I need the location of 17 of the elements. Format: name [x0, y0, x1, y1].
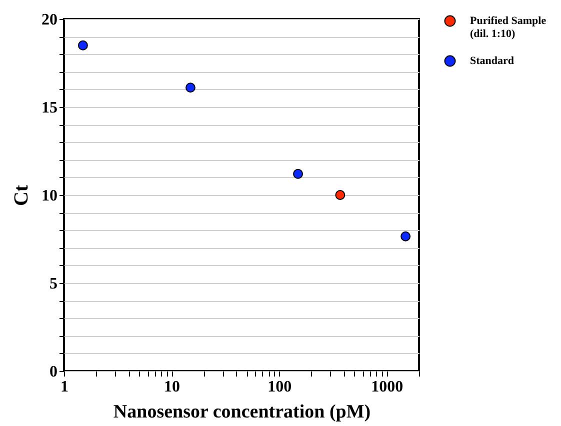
x-tick-label: 100 [268, 378, 292, 396]
legend-label: Standard [470, 55, 514, 67]
y-tick-label: 5 [50, 276, 58, 292]
y-tick-label: 0 [50, 364, 58, 380]
x-axis-title: Nanosensor concentration (pM) [113, 402, 371, 422]
y-tick-label: 20 [42, 12, 58, 28]
point [400, 231, 411, 242]
point [186, 82, 196, 93]
x-tick-label: 10 [164, 378, 180, 396]
x-tick-label: 1 [60, 378, 68, 396]
legend-label: Purified Sample (dil. 1:10) [470, 15, 546, 40]
x-tick-label: 1000 [371, 378, 404, 396]
point [293, 168, 303, 179]
y-tick-label: 10 [42, 188, 58, 204]
point [78, 40, 88, 50]
y-axis-title: Ct [10, 184, 32, 206]
y-tick-label: 15 [42, 100, 58, 116]
